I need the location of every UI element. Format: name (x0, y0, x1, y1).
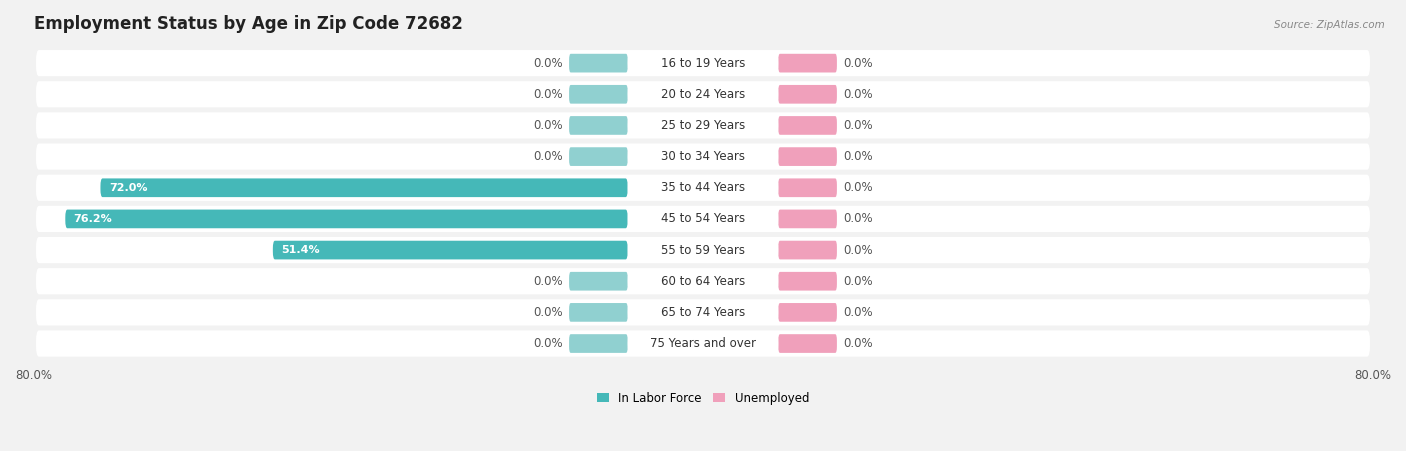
Text: 0.0%: 0.0% (533, 88, 562, 101)
FancyBboxPatch shape (779, 334, 837, 353)
Text: 0.0%: 0.0% (844, 150, 873, 163)
FancyBboxPatch shape (627, 85, 779, 104)
Text: 55 to 59 Years: 55 to 59 Years (661, 244, 745, 257)
Text: 16 to 19 Years: 16 to 19 Years (661, 57, 745, 69)
Text: 0.0%: 0.0% (533, 337, 562, 350)
Text: 0.0%: 0.0% (533, 275, 562, 288)
Text: 60 to 64 Years: 60 to 64 Years (661, 275, 745, 288)
FancyBboxPatch shape (37, 143, 1369, 170)
FancyBboxPatch shape (627, 116, 779, 135)
FancyBboxPatch shape (779, 85, 837, 104)
Text: 0.0%: 0.0% (844, 275, 873, 288)
FancyBboxPatch shape (779, 241, 837, 259)
Text: Source: ZipAtlas.com: Source: ZipAtlas.com (1274, 20, 1385, 30)
FancyBboxPatch shape (569, 303, 627, 322)
FancyBboxPatch shape (627, 209, 779, 229)
Text: 0.0%: 0.0% (844, 88, 873, 101)
FancyBboxPatch shape (627, 178, 779, 198)
Text: Employment Status by Age in Zip Code 72682: Employment Status by Age in Zip Code 726… (34, 15, 463, 33)
FancyBboxPatch shape (627, 334, 779, 353)
Text: 72.0%: 72.0% (108, 183, 148, 193)
Text: 75 Years and over: 75 Years and over (650, 337, 756, 350)
Text: 0.0%: 0.0% (533, 57, 562, 69)
FancyBboxPatch shape (37, 81, 1369, 107)
Text: 65 to 74 Years: 65 to 74 Years (661, 306, 745, 319)
Text: 30 to 34 Years: 30 to 34 Years (661, 150, 745, 163)
FancyBboxPatch shape (779, 303, 837, 322)
Text: 20 to 24 Years: 20 to 24 Years (661, 88, 745, 101)
Text: 35 to 44 Years: 35 to 44 Years (661, 181, 745, 194)
Text: 0.0%: 0.0% (533, 150, 562, 163)
FancyBboxPatch shape (37, 268, 1369, 295)
FancyBboxPatch shape (37, 299, 1369, 326)
FancyBboxPatch shape (627, 54, 779, 73)
Text: 0.0%: 0.0% (844, 337, 873, 350)
FancyBboxPatch shape (779, 54, 837, 73)
FancyBboxPatch shape (779, 179, 837, 197)
Text: 0.0%: 0.0% (533, 119, 562, 132)
Text: 51.4%: 51.4% (281, 245, 319, 255)
FancyBboxPatch shape (273, 241, 627, 259)
Text: 25 to 29 Years: 25 to 29 Years (661, 119, 745, 132)
Text: 0.0%: 0.0% (844, 306, 873, 319)
FancyBboxPatch shape (37, 206, 1369, 232)
Text: 0.0%: 0.0% (844, 57, 873, 69)
FancyBboxPatch shape (627, 303, 779, 322)
FancyBboxPatch shape (100, 179, 627, 197)
FancyBboxPatch shape (627, 272, 779, 291)
FancyBboxPatch shape (569, 54, 627, 73)
Text: 0.0%: 0.0% (844, 119, 873, 132)
Text: 0.0%: 0.0% (533, 306, 562, 319)
FancyBboxPatch shape (627, 240, 779, 260)
Text: 0.0%: 0.0% (844, 244, 873, 257)
Legend: In Labor Force, Unemployed: In Labor Force, Unemployed (592, 387, 814, 409)
FancyBboxPatch shape (65, 210, 627, 228)
FancyBboxPatch shape (779, 147, 837, 166)
FancyBboxPatch shape (569, 116, 627, 135)
FancyBboxPatch shape (37, 112, 1369, 138)
FancyBboxPatch shape (569, 147, 627, 166)
FancyBboxPatch shape (37, 331, 1369, 357)
FancyBboxPatch shape (569, 334, 627, 353)
FancyBboxPatch shape (37, 50, 1369, 76)
FancyBboxPatch shape (37, 237, 1369, 263)
FancyBboxPatch shape (779, 116, 837, 135)
FancyBboxPatch shape (779, 272, 837, 290)
Text: 45 to 54 Years: 45 to 54 Years (661, 212, 745, 226)
FancyBboxPatch shape (627, 147, 779, 166)
FancyBboxPatch shape (569, 85, 627, 104)
FancyBboxPatch shape (569, 272, 627, 290)
FancyBboxPatch shape (37, 175, 1369, 201)
FancyBboxPatch shape (779, 210, 837, 228)
Text: 76.2%: 76.2% (73, 214, 112, 224)
Text: 0.0%: 0.0% (844, 212, 873, 226)
Text: 0.0%: 0.0% (844, 181, 873, 194)
